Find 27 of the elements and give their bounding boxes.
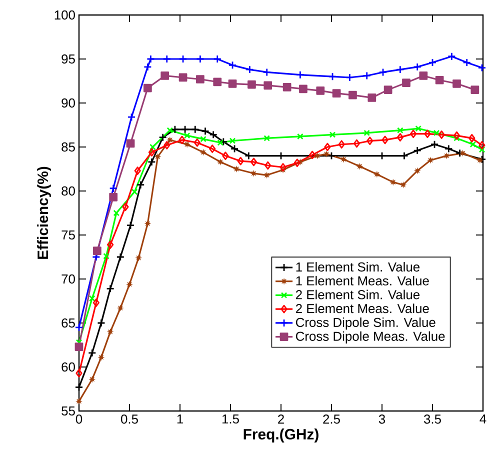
x-tick-label: 0 [76, 414, 82, 424]
x-tick-label: 4 [480, 414, 486, 424]
legend-label: 2 Element Sim. Value [296, 290, 420, 300]
x-tick-label: 0.5 [121, 414, 138, 424]
y-tick-label: 75 [62, 230, 75, 240]
x-tick-label: 3 [378, 414, 386, 424]
legend-label: Cross Dipole Meas. Value [296, 331, 445, 344]
legend-label: 1 Element Meas. Value [296, 276, 429, 286]
y-tick-label: 80 [62, 186, 75, 196]
x-tick-label: 2.5 [323, 414, 340, 424]
x-tick-label: 3.5 [424, 414, 441, 424]
y-tick-label: 65 [62, 318, 75, 328]
x-tick-label: 1.5 [222, 414, 239, 424]
y-tick-label: 95 [62, 54, 75, 64]
y-tick-label: 60 [62, 362, 75, 372]
legend-label: 1 Element Sim. Value [296, 262, 420, 272]
y-tick-label: 90 [62, 98, 75, 108]
y-tick-label: 70 [62, 274, 75, 284]
y-tick-label: 85 [62, 142, 75, 152]
y-tick-label: 100 [54, 10, 75, 20]
legend-label: 2 Element Meas. Value [296, 304, 429, 314]
y-tick-label: 55 [62, 406, 75, 416]
y-axis-title: Efficiency(%) [37, 166, 52, 259]
legend-label: Cross Dipole Sim. Value [296, 318, 436, 330]
x-axis-title: Freq.(GHz) [244, 428, 318, 442]
x-tick-label: 2 [278, 414, 284, 424]
x-tick-label: 1 [177, 414, 183, 424]
